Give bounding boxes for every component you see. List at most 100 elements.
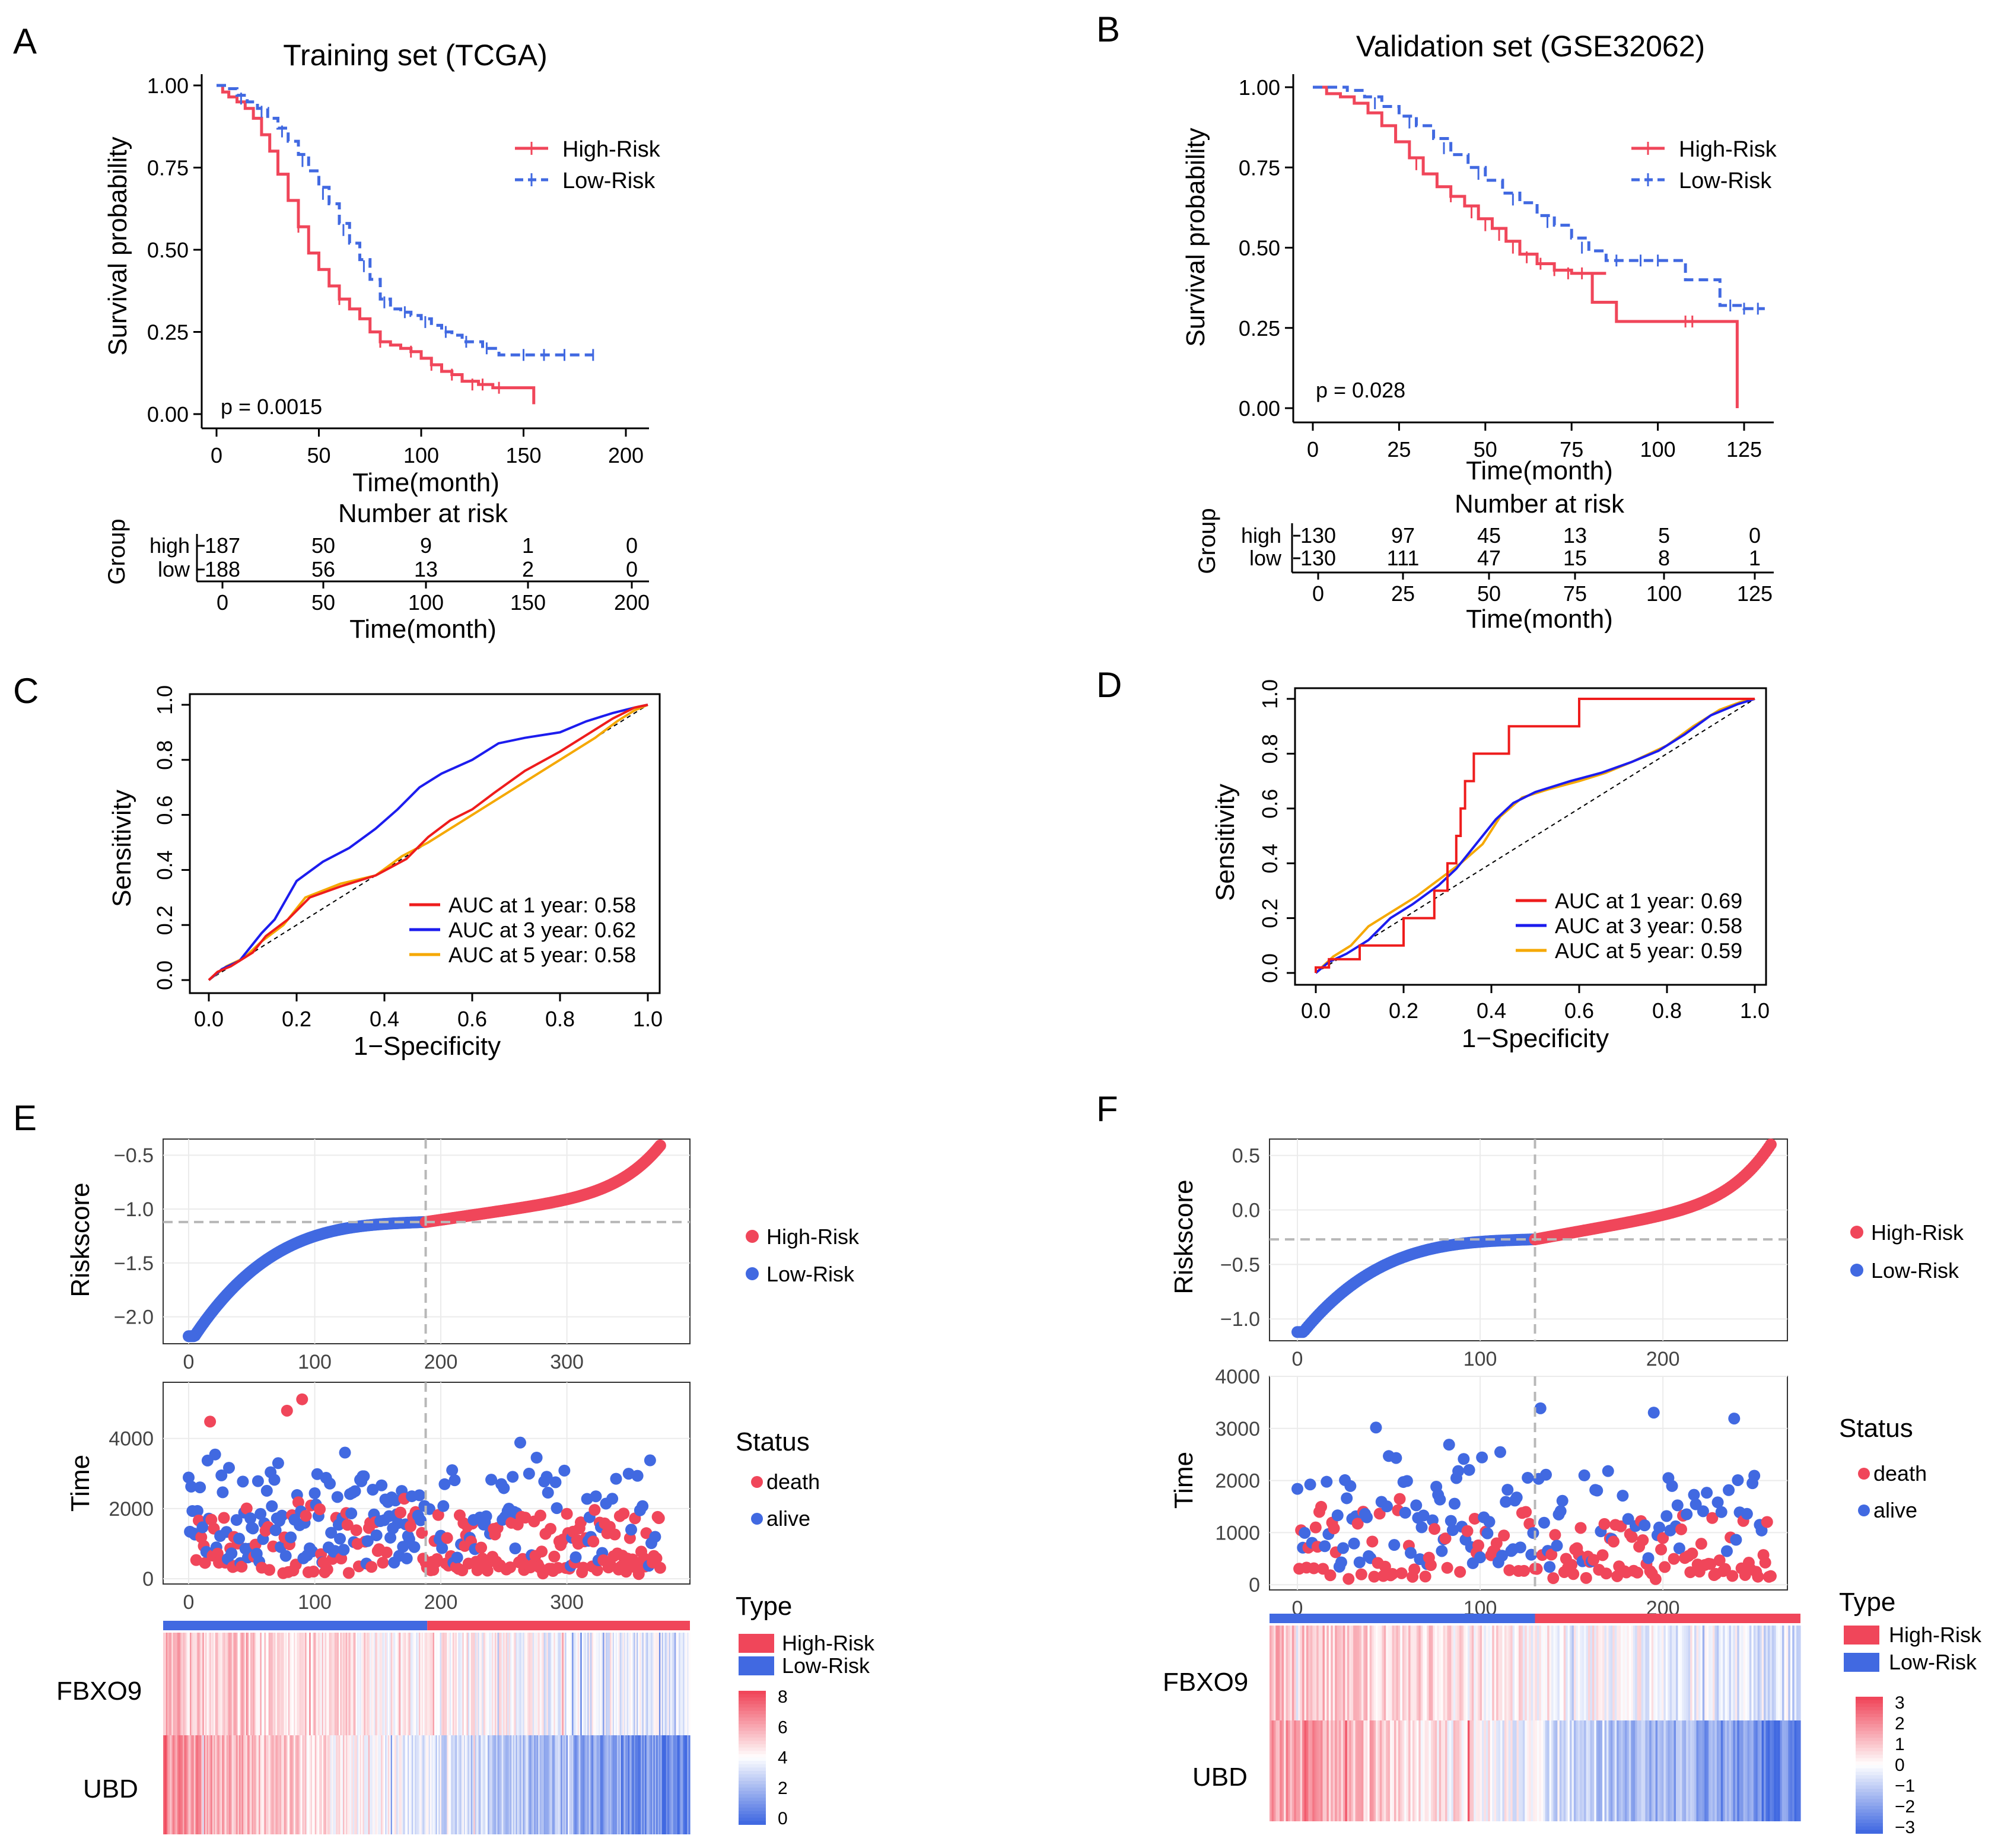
time-e-point — [432, 1509, 444, 1521]
heatmap-e-cell-fbxo9 — [479, 1633, 481, 1735]
panel-b-title: Validation set (GSE32062) — [1356, 30, 1705, 63]
time-e-point — [610, 1472, 622, 1485]
heatmap-e-cell-ubd — [447, 1735, 449, 1834]
heatmap-e-cell-ubd — [351, 1735, 354, 1834]
heatmap-e-cell-ubd — [676, 1735, 678, 1834]
heatmap-f-cell-fbxo9 — [1753, 1626, 1756, 1720]
heatmap-e-cell-fbxo9 — [578, 1633, 581, 1735]
heatmap-e-cell-fbxo9 — [272, 1633, 275, 1735]
km-a-legend-low: Low-Risk — [562, 168, 656, 193]
time-e-ytick-label: 4000 — [109, 1428, 154, 1451]
heatmap-e-cell-fbxo9 — [447, 1633, 449, 1735]
heatmap-f-cell-ubd — [1331, 1720, 1334, 1821]
time-e-point — [448, 1474, 461, 1487]
heatmap-e-cell-fbxo9 — [199, 1633, 202, 1735]
heatmap-e-type-bar-high — [427, 1621, 690, 1630]
heatmap-f-cell-ubd — [1555, 1720, 1558, 1821]
heatmap-f-cell-ubd — [1533, 1720, 1536, 1821]
heatmap-e-cell-ubd — [432, 1735, 435, 1834]
heatmap-e-cell-fbxo9 — [590, 1633, 592, 1735]
heatmap-e-cell-fbxo9 — [462, 1633, 464, 1735]
time-f-point — [1446, 1524, 1459, 1537]
roc-c-legend-label: AUC at 5 year: 0.58 — [448, 943, 636, 967]
time-f-point — [1390, 1452, 1402, 1464]
heatmap-e-cell-fbxo9 — [528, 1633, 530, 1735]
km-a-ytick-label: 0.50 — [147, 238, 189, 262]
heatmap-e-cell-fbxo9 — [548, 1633, 550, 1735]
heatmap-f-scale-step — [1856, 1703, 1883, 1708]
heatmap-e-cell-fbxo9 — [637, 1633, 638, 1735]
risk-table-a-cell: 1 — [522, 533, 534, 558]
heatmap-e-cell-ubd — [570, 1735, 572, 1834]
heatmap-f-cell-ubd — [1635, 1720, 1638, 1821]
heatmap-e-cell-ubd — [461, 1735, 463, 1834]
heatmap-f-cell-fbxo9 — [1304, 1626, 1307, 1720]
heatmap-f-cell-ubd — [1700, 1720, 1703, 1821]
time-e-point — [183, 1471, 195, 1484]
heatmap-e-cell-ubd — [565, 1735, 567, 1834]
heatmap-f-scale-step — [1856, 1785, 1883, 1790]
heatmap-e-cell-fbxo9 — [451, 1633, 453, 1735]
heatmap-e-cell-ubd — [167, 1735, 170, 1834]
risk-table-a-xtick-label: 200 — [614, 590, 650, 615]
heatmap-e-cell-fbxo9 — [618, 1633, 621, 1735]
heatmap-e-cell-fbxo9 — [394, 1633, 397, 1735]
heatmap-f-cell-fbxo9 — [1555, 1626, 1558, 1720]
heatmap-f-cell-ubd — [1308, 1720, 1311, 1821]
heatmap-e-cell-fbxo9 — [167, 1633, 170, 1735]
heatmap-e-cell-fbxo9 — [545, 1633, 548, 1735]
heatmap-f-cell-ubd — [1310, 1720, 1313, 1821]
heatmap-e-cell-fbxo9 — [312, 1633, 314, 1735]
heatmap-f-cell-ubd — [1729, 1720, 1732, 1821]
heatmap-e-cell-ubd — [497, 1735, 500, 1834]
heatmap-e-cell-fbxo9 — [688, 1633, 691, 1735]
heatmap-e-cell-fbxo9 — [438, 1633, 441, 1735]
heatmap-f-cell-fbxo9 — [1478, 1626, 1481, 1720]
heatmap-f-cell-ubd — [1643, 1720, 1646, 1821]
heatmap-e-scale-step — [739, 1704, 766, 1709]
heatmap-f-cell-ubd — [1727, 1720, 1730, 1821]
roc-c-xtick-label: 0.2 — [282, 1007, 311, 1031]
heatmap-f-cell-fbxo9 — [1686, 1626, 1689, 1720]
heatmap-f-cell-ubd — [1427, 1720, 1430, 1821]
heatmap-e-scale-step — [739, 1801, 766, 1805]
km-b-xlabel: Time(month) — [1466, 456, 1613, 485]
heatmap-e-cell-fbxo9 — [378, 1633, 380, 1735]
heatmap-e-cell-fbxo9 — [614, 1633, 616, 1735]
heatmap-e-cell-ubd — [271, 1735, 273, 1834]
heatmap-f-cell-fbxo9 — [1788, 1626, 1791, 1720]
time-f-point — [1361, 1511, 1373, 1523]
heatmap-f-cell-ubd — [1557, 1720, 1560, 1821]
status-e-legend-death: death — [766, 1470, 820, 1494]
time-f-point — [1607, 1535, 1620, 1548]
heatmap-f-cell-ubd — [1694, 1720, 1697, 1821]
heatmap-f-cell-fbxo9 — [1618, 1626, 1621, 1720]
heatmap-f-scale-step — [1856, 1713, 1883, 1718]
heatmap-e-cell-fbxo9 — [523, 1633, 525, 1735]
heatmap-f-scale-label: 2 — [1895, 1714, 1905, 1734]
heatmap-e-cell-fbxo9 — [448, 1633, 450, 1735]
heatmap-e-cell-fbxo9 — [481, 1633, 483, 1735]
heatmap-f-cell-ubd — [1770, 1720, 1773, 1821]
heatmap-f-cell-ubd — [1604, 1720, 1607, 1821]
heatmap-e-cell-ubd — [170, 1735, 172, 1834]
heatmap-e-cell-fbxo9 — [282, 1633, 285, 1735]
risk-table-a-group-low: low — [158, 557, 190, 581]
heatmap-e-cell-ubd — [562, 1735, 564, 1834]
heatmap-e-cell-ubd — [355, 1735, 358, 1834]
heatmap-e-cell-fbxo9 — [323, 1633, 325, 1735]
risk-table-b-xlabel: Time(month) — [1466, 605, 1613, 634]
heatmap-f-cell-fbxo9 — [1765, 1626, 1768, 1720]
heatmap-f-cell-ubd — [1647, 1720, 1650, 1821]
heatmap-e-cell-fbxo9 — [392, 1633, 394, 1735]
heatmap-f-cell-fbxo9 — [1678, 1626, 1681, 1720]
heatmap-e-cell-ubd — [406, 1735, 408, 1834]
time-e-point — [321, 1563, 333, 1576]
heatmap-e-cell-ubd — [552, 1735, 554, 1834]
heatmap-f-cell-ubd — [1418, 1720, 1421, 1821]
heatmap-e-cell-fbxo9 — [390, 1633, 393, 1735]
time-f-point — [1319, 1540, 1331, 1553]
time-f-point — [1655, 1543, 1668, 1556]
heatmap-e-cell-fbxo9 — [413, 1633, 415, 1735]
time-e-point — [609, 1528, 621, 1541]
